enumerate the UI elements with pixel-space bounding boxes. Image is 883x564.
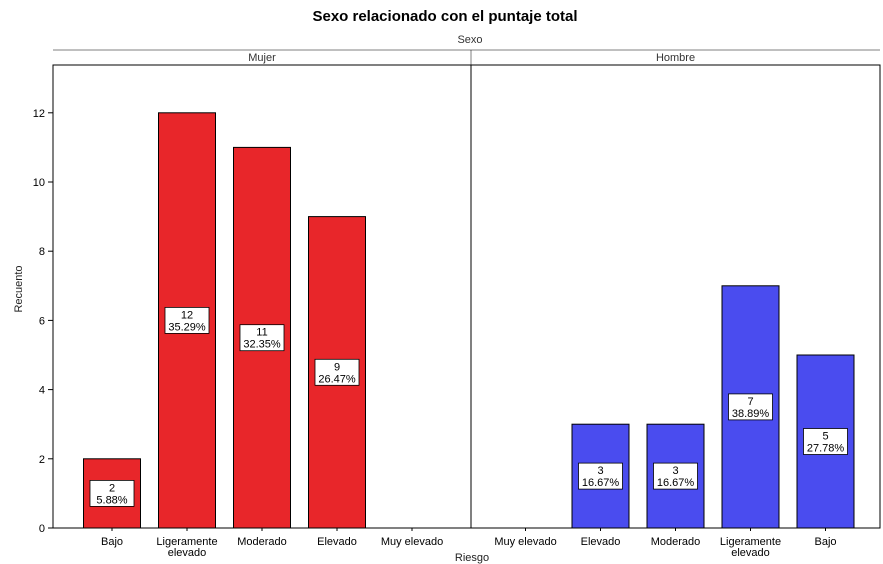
y-axis-label: Recuento: [13, 265, 25, 312]
data-label-count: 11: [256, 327, 267, 339]
data-label-percent: 26.47%: [318, 373, 356, 385]
data-label-count: 3: [597, 465, 603, 477]
x-tick-label: Elevado: [581, 536, 621, 548]
panel-title: Mujer: [248, 52, 276, 64]
y-tick-label: 6: [39, 315, 45, 327]
x-tick-label: Muy elevado: [381, 536, 443, 548]
chart-title: Sexo relacionado con el puntaje total: [312, 8, 577, 25]
x-tick-label: Moderado: [237, 536, 287, 548]
data-label-percent: 35.29%: [168, 321, 206, 333]
y-tick-label: 2: [39, 454, 45, 466]
data-label-count: 2: [109, 482, 115, 494]
data-label-box: [803, 428, 848, 455]
y-tick-label: 4: [39, 385, 45, 397]
plot-frame: [52, 64, 881, 529]
data-label-percent: 5.88%: [96, 494, 127, 506]
y-tick-label: 12: [33, 108, 45, 120]
data-label-count: 7: [747, 396, 753, 408]
x-tick-label: Moderado: [651, 536, 701, 548]
x-tick-label: Ligeramente elevado: [156, 536, 217, 559]
data-label-box: [89, 479, 135, 507]
data-label-percent: 16.67%: [582, 477, 620, 489]
data-label-box: [728, 393, 773, 421]
y-tick-label: 10: [33, 177, 45, 189]
y-tick-label: 8: [39, 246, 45, 258]
data-label-box: [239, 324, 285, 352]
data-label-count: 12: [181, 309, 193, 321]
x-tick-label: Muy elevado: [494, 536, 556, 548]
data-label-count: 9: [334, 361, 340, 373]
data-label-percent: 16.67%: [657, 477, 695, 489]
data-label-percent: 32.35%: [243, 339, 281, 351]
x-axis-label: Riesgo: [455, 552, 489, 564]
facet-title: Sexo: [457, 34, 482, 46]
x-tick-label: Elevado: [317, 536, 357, 548]
x-tick-label: Bajo: [814, 536, 836, 548]
y-tick-label: 0: [39, 523, 45, 535]
x-tick-label: Bajo: [101, 536, 123, 548]
x-tick-label: Ligeramente elevado: [720, 536, 781, 559]
data-label-count: 3: [672, 465, 678, 477]
panel-title: Hombre: [656, 52, 695, 64]
data-label-percent: 38.89%: [732, 408, 770, 420]
data-label-box: [653, 462, 698, 490]
data-label-percent: 27.78%: [807, 443, 845, 455]
data-label-count: 5: [822, 431, 828, 443]
data-label-box: [314, 358, 360, 386]
data-label-box: [578, 462, 623, 490]
data-label-box: [164, 306, 210, 334]
